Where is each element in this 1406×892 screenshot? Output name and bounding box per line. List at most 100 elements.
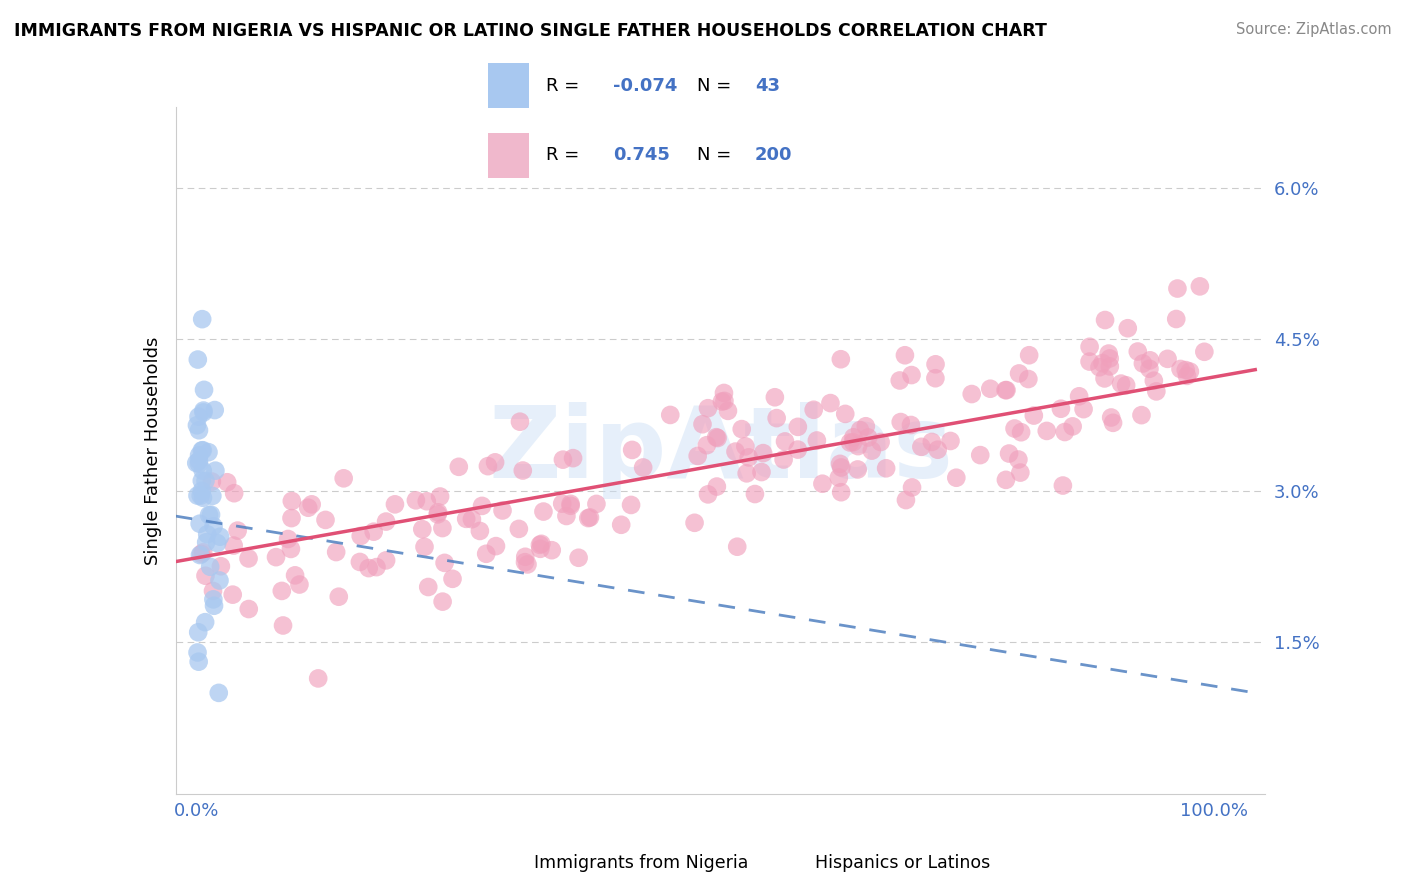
Point	[890, 415, 912, 429]
Point	[1144, 384, 1167, 399]
Point	[475, 547, 498, 561]
Point	[363, 524, 385, 539]
Point	[186, 645, 208, 659]
Point	[1116, 321, 1139, 335]
Point	[209, 530, 232, 544]
Point	[576, 511, 599, 525]
Point	[515, 549, 537, 564]
Point	[585, 497, 607, 511]
Point	[188, 448, 211, 462]
Point	[846, 439, 869, 453]
Point	[484, 455, 506, 469]
Point	[529, 538, 551, 552]
Point	[806, 434, 828, 448]
Point	[1175, 368, 1198, 383]
Point	[477, 459, 499, 474]
Point	[427, 505, 450, 519]
Point	[1035, 424, 1057, 438]
Point	[579, 510, 602, 524]
Point	[1052, 478, 1074, 492]
Text: R =: R =	[546, 77, 585, 95]
Point	[697, 487, 720, 501]
Point	[710, 394, 733, 409]
Point	[969, 448, 991, 462]
Point	[325, 545, 347, 559]
Point	[828, 470, 851, 484]
Point	[350, 529, 373, 543]
Point	[238, 602, 260, 616]
Point	[194, 474, 217, 488]
Point	[751, 465, 773, 479]
Point	[1099, 410, 1122, 425]
Point	[706, 431, 728, 445]
Point	[188, 516, 211, 531]
Point	[860, 443, 883, 458]
Point	[1010, 466, 1032, 480]
Point	[188, 423, 211, 437]
Point	[560, 499, 582, 513]
Point	[202, 599, 225, 613]
Text: 200: 200	[755, 146, 792, 164]
FancyBboxPatch shape	[488, 62, 529, 108]
Point	[222, 539, 245, 553]
Point	[830, 460, 852, 475]
Point	[516, 558, 538, 572]
Point	[297, 500, 319, 515]
Point	[204, 464, 226, 478]
Point	[202, 583, 225, 598]
Point	[429, 490, 451, 504]
Point	[772, 452, 794, 467]
Point	[738, 450, 761, 465]
Point	[280, 541, 302, 556]
Point	[889, 374, 911, 388]
Point	[551, 497, 574, 511]
Point	[1091, 356, 1114, 370]
Point	[238, 551, 260, 566]
Point	[485, 539, 508, 553]
Point	[432, 521, 454, 535]
Point	[945, 471, 967, 485]
Point	[204, 403, 226, 417]
Point	[621, 442, 644, 457]
Point	[191, 443, 214, 458]
Point	[209, 559, 232, 574]
Point	[1170, 362, 1192, 376]
Point	[735, 467, 758, 481]
Point	[706, 479, 728, 493]
Point	[659, 408, 682, 422]
Point	[696, 438, 718, 452]
Point	[193, 403, 215, 417]
Point	[413, 540, 436, 554]
Point	[846, 462, 869, 476]
Point	[307, 672, 329, 686]
Point	[186, 418, 208, 433]
Point	[717, 404, 740, 418]
Point	[1010, 425, 1032, 440]
Text: ZipAtlas: ZipAtlas	[488, 402, 953, 499]
Point	[264, 550, 287, 565]
Point	[208, 686, 231, 700]
Point	[284, 568, 307, 582]
Point	[786, 442, 808, 457]
Point	[1109, 376, 1132, 391]
Point	[188, 453, 211, 467]
Text: Source: ZipAtlas.com: Source: ZipAtlas.com	[1236, 22, 1392, 37]
Point	[773, 434, 796, 449]
Point	[191, 491, 214, 505]
Point	[217, 475, 239, 490]
Point	[1102, 416, 1125, 430]
Point	[927, 442, 949, 457]
Point	[366, 560, 388, 574]
Point	[1050, 401, 1073, 416]
Point	[830, 485, 852, 500]
Point	[869, 435, 891, 450]
Point	[187, 625, 209, 640]
Point	[1132, 356, 1154, 370]
Point	[195, 527, 218, 541]
Text: Hispanics or Latinos: Hispanics or Latinos	[815, 855, 991, 872]
Point	[187, 352, 209, 367]
Point	[315, 513, 337, 527]
Point	[447, 459, 470, 474]
FancyBboxPatch shape	[488, 133, 529, 178]
Point	[270, 583, 292, 598]
